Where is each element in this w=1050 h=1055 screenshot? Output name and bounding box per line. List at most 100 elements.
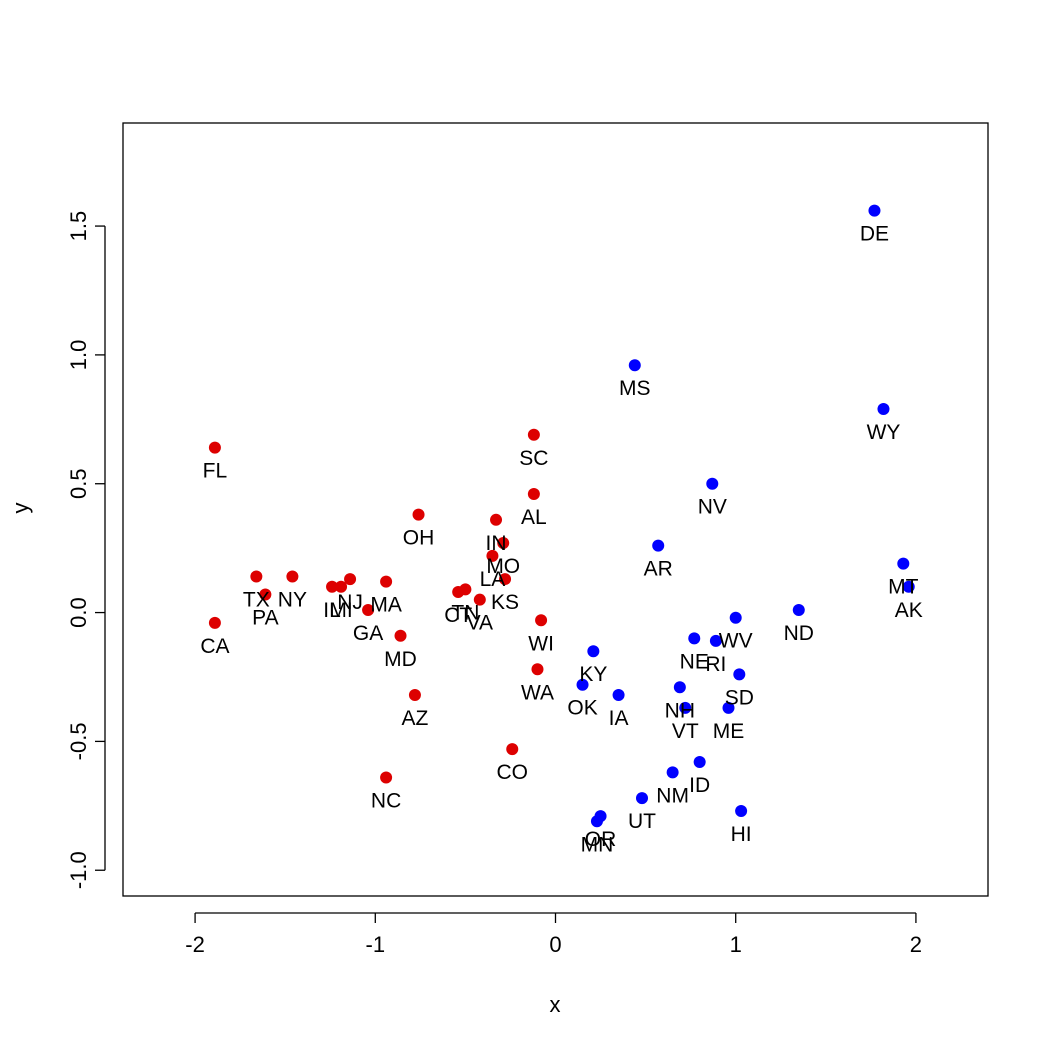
point-vt	[679, 701, 692, 714]
point-label-in: IN	[486, 532, 507, 555]
point-wi	[535, 614, 548, 627]
y-tick-label: 1.0	[66, 340, 91, 371]
point-mo	[497, 536, 510, 549]
point-label-il: IL	[323, 599, 341, 622]
point-label-co: CO	[497, 761, 529, 784]
point-ok	[576, 678, 589, 691]
point-label-mi: MI	[329, 599, 352, 622]
point-nh	[673, 681, 686, 694]
point-ga	[362, 603, 375, 616]
point-label-tn: TN	[451, 601, 479, 624]
point-nj	[344, 573, 357, 586]
point-label-az: AZ	[402, 707, 429, 730]
point-ks	[499, 573, 512, 586]
point-md	[394, 629, 407, 642]
point-label-vt: VT	[672, 720, 699, 743]
point-va	[473, 593, 486, 606]
point-nv	[706, 477, 719, 490]
point-label-or: OR	[585, 828, 617, 851]
point-label-wv: WV	[719, 630, 753, 653]
point-label-wa: WA	[521, 681, 554, 704]
point-pa	[259, 588, 272, 601]
point-in	[490, 513, 503, 526]
point-label-sd: SD	[725, 686, 754, 709]
point-label-wy: WY	[867, 421, 901, 444]
x-tick-label: -2	[185, 932, 205, 957]
point-hi	[735, 804, 748, 817]
y-tick-label: -1.0	[66, 851, 91, 889]
point-de	[868, 204, 881, 217]
point-wa	[531, 663, 544, 676]
point-label-mt: MT	[888, 576, 918, 599]
y-axis-title: y	[8, 503, 33, 514]
point-label-sc: SC	[519, 447, 548, 470]
point-label-ne: NE	[680, 650, 709, 673]
point-label-ny: NY	[278, 588, 307, 611]
point-label-ms: MS	[619, 377, 651, 400]
point-ca	[208, 616, 221, 629]
point-wy	[877, 403, 890, 416]
point-sc	[527, 428, 540, 441]
point-tn	[459, 583, 472, 596]
point-nd	[792, 603, 805, 616]
points-layer	[208, 204, 915, 828]
point-mt	[897, 557, 910, 570]
point-label-tx: TX	[243, 588, 270, 611]
point-label-ak: AK	[895, 599, 923, 622]
point-label-nv: NV	[698, 496, 727, 519]
point-al	[527, 488, 540, 501]
point-label-wi: WI	[528, 632, 554, 655]
point-ma	[380, 575, 393, 588]
point-id	[693, 756, 706, 769]
point-nc	[380, 771, 393, 784]
point-label-ct: CT	[444, 604, 472, 627]
point-label-hi: HI	[731, 823, 752, 846]
point-label-pa: PA	[252, 607, 278, 630]
point-label-ma: MA	[370, 594, 402, 617]
point-ut	[636, 792, 648, 805]
point-tx	[250, 570, 263, 583]
point-label-ut: UT	[628, 810, 656, 833]
point-ar	[652, 539, 665, 552]
point-me	[722, 701, 735, 714]
plot-frame	[122, 122, 989, 897]
point-label-va: VA	[467, 612, 493, 635]
point-mi	[335, 580, 348, 593]
point-label-mo: MO	[486, 555, 520, 578]
point-label-nm: NM	[656, 784, 689, 807]
point-label-la: LA	[480, 568, 506, 591]
point-label-ky: KY	[579, 663, 607, 686]
point-label-ri: RI	[705, 653, 726, 676]
point-fl	[208, 441, 221, 454]
point-ky	[587, 645, 600, 658]
point-label-ia: IA	[609, 707, 629, 730]
axes-layer: -2 -1 0 1 2 -1.0 -0.5 0.0 0.5 1.0 1.5	[66, 122, 989, 957]
point-label-ga: GA	[353, 622, 383, 645]
point-mn	[590, 815, 603, 828]
point-label-nc: NC	[371, 789, 401, 812]
point-il	[326, 580, 339, 593]
point-az	[408, 689, 421, 702]
point-label-ks: KS	[491, 591, 519, 614]
point-ms	[628, 359, 641, 372]
point-ne	[688, 632, 701, 645]
point-label-ar: AR	[644, 558, 673, 581]
point-co	[506, 743, 519, 756]
y-tick-label: 0.5	[66, 468, 91, 499]
point-label-me: ME	[713, 720, 745, 743]
point-label-nd: ND	[784, 622, 814, 645]
point-la	[486, 549, 499, 562]
x-tick-label: 2	[910, 932, 922, 957]
point-ia	[612, 689, 625, 702]
x-tick-label: 0	[549, 932, 561, 957]
point-ny	[286, 570, 299, 583]
point-nm	[666, 766, 679, 779]
point-label-nj: NJ	[337, 591, 363, 614]
point-label-al: AL	[521, 506, 547, 529]
point-label-ok: OK	[567, 697, 597, 720]
point-label-fl: FL	[203, 460, 228, 483]
point-label-md: MD	[384, 648, 417, 671]
